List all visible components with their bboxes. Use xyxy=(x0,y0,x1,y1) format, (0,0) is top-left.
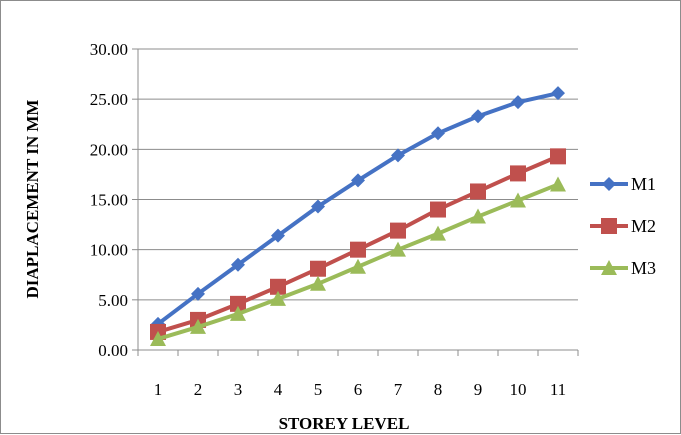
data-point-diamond xyxy=(602,177,616,191)
data-point-diamond xyxy=(351,173,365,188)
y-tick-label: 25.00 xyxy=(90,90,128,109)
y-tick-label: 5.00 xyxy=(98,291,128,310)
x-tick-label: 2 xyxy=(194,380,203,399)
legend-label: M3 xyxy=(631,258,656,278)
series-m3 xyxy=(150,176,566,346)
x-tick-label: 10 xyxy=(510,380,527,399)
gridlines xyxy=(138,48,578,301)
data-point-diamond xyxy=(191,286,205,301)
data-point-triangle xyxy=(601,260,617,275)
x-axis-title: STOREY LEVEL xyxy=(279,414,410,433)
y-tick-label: 10.00 xyxy=(90,241,128,260)
x-tick-label: 6 xyxy=(354,380,363,399)
data-point-square xyxy=(510,165,526,182)
x-tick-label: 1 xyxy=(154,380,163,399)
x-axis-ticks: 1 2 3 4 5 6 7 8 9 10 11 xyxy=(154,380,566,399)
axes xyxy=(132,48,579,356)
data-point-triangle xyxy=(270,290,286,306)
data-point-square xyxy=(430,201,446,218)
data-point-diamond xyxy=(391,148,405,163)
data-point-diamond xyxy=(471,109,485,124)
data-point-diamond xyxy=(271,228,285,243)
data-point-triangle xyxy=(230,305,246,321)
x-tick-label: 7 xyxy=(394,380,403,399)
legend-item-m1: M1 xyxy=(590,174,656,194)
data-point-square xyxy=(550,148,566,165)
data-point-diamond xyxy=(551,86,565,101)
data-point-diamond xyxy=(511,95,525,110)
data-point-diamond xyxy=(311,199,325,214)
legend-label: M1 xyxy=(631,174,656,194)
data-point-square xyxy=(601,218,617,234)
x-tick-label: 8 xyxy=(434,380,443,399)
data-point-diamond xyxy=(431,126,445,141)
x-tick-label: 9 xyxy=(474,380,483,399)
y-axis-ticks: 0.00 5.00 10.00 15.00 20.00 25.00 30.00 xyxy=(90,40,128,360)
data-point-triangle xyxy=(310,275,326,291)
data-point-triangle xyxy=(350,258,366,274)
x-tick-label: 11 xyxy=(550,380,566,399)
data-point-triangle xyxy=(470,208,486,224)
data-point-square xyxy=(310,260,326,277)
data-point-triangle xyxy=(150,330,166,346)
data-point-triangle xyxy=(510,192,526,208)
series-m1 xyxy=(151,86,565,331)
series-layer xyxy=(150,86,566,346)
data-point-square xyxy=(470,183,486,200)
data-point-triangle xyxy=(390,241,406,257)
data-point-diamond xyxy=(231,257,245,272)
y-tick-label: 30.00 xyxy=(90,40,128,59)
data-point-triangle xyxy=(550,176,566,192)
data-point-square xyxy=(270,278,286,295)
legend-item-m2: M2 xyxy=(590,216,656,236)
x-tick-label: 4 xyxy=(274,380,283,399)
legend-item-m3: M3 xyxy=(590,258,656,278)
legend-label: M2 xyxy=(631,216,656,236)
y-tick-label: 0.00 xyxy=(98,341,128,360)
y-tick-label: 15.00 xyxy=(90,191,128,210)
y-axis-title: DIAPLACEMENT IN MM xyxy=(23,100,42,299)
x-tick-label: 5 xyxy=(314,380,323,399)
y-tick-label: 20.00 xyxy=(90,140,128,159)
data-point-square xyxy=(350,241,366,258)
data-point-triangle xyxy=(430,225,446,241)
legend: M1 M2 M3 xyxy=(590,174,656,278)
data-point-square xyxy=(390,222,406,239)
x-tick-label: 3 xyxy=(234,380,243,399)
data-point-square xyxy=(230,295,246,312)
data-point-triangle xyxy=(190,318,206,334)
